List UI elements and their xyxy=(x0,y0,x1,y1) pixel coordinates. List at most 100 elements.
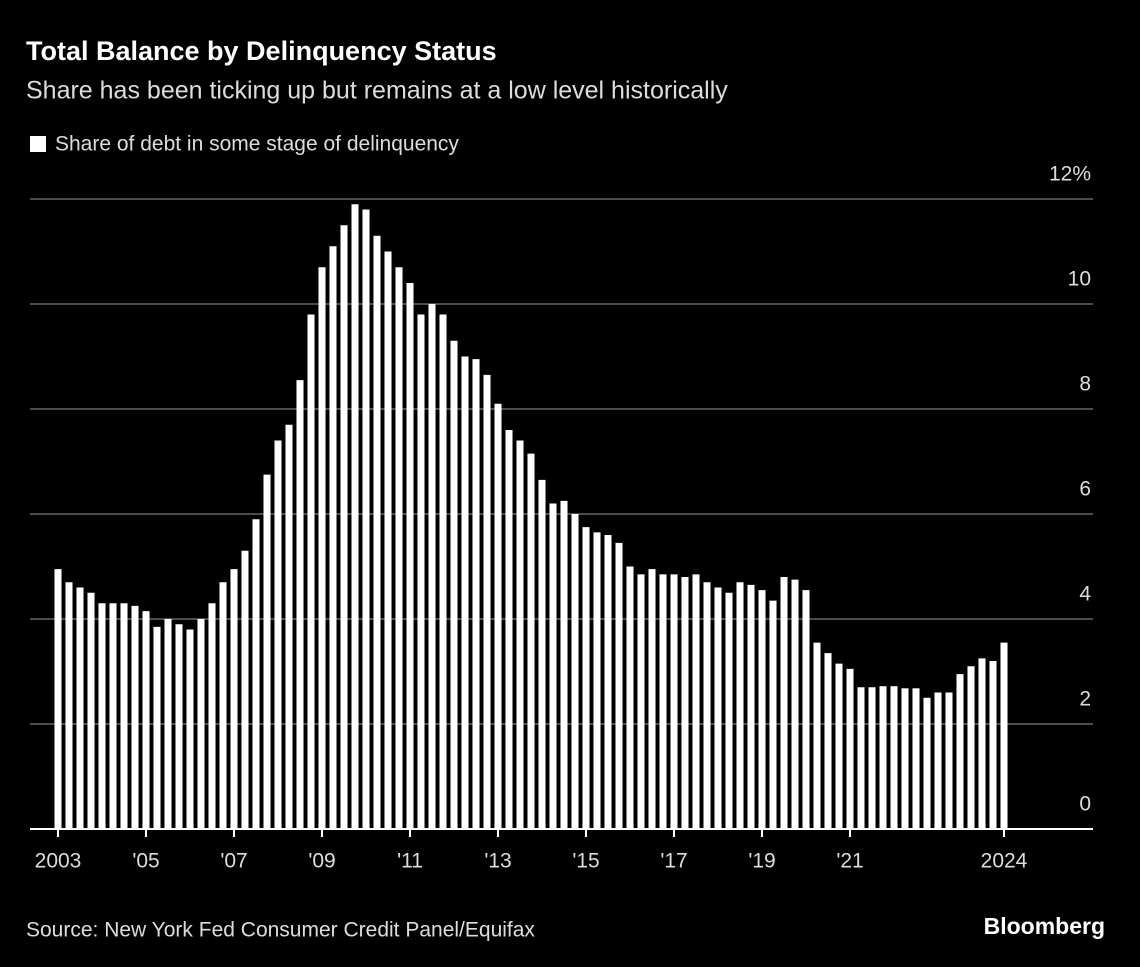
bar xyxy=(879,686,887,829)
bar xyxy=(131,605,139,829)
x-tick-label: '19 xyxy=(748,850,775,873)
bar xyxy=(340,225,348,829)
bar xyxy=(351,204,359,829)
bar xyxy=(318,267,326,829)
bar xyxy=(571,514,579,829)
legend-label: Share of debt in some stage of delinquen… xyxy=(55,133,459,156)
bar xyxy=(230,569,238,829)
bar xyxy=(219,582,227,829)
bar xyxy=(747,584,755,829)
bar xyxy=(483,374,491,829)
bar xyxy=(428,304,436,829)
bar xyxy=(813,642,821,829)
bar xyxy=(846,668,854,829)
y-tick-label: 6 xyxy=(1079,478,1091,501)
bar xyxy=(450,340,458,829)
x-tick-label: 2024 xyxy=(981,850,1028,873)
bar xyxy=(791,579,799,829)
bar xyxy=(615,542,623,829)
bar xyxy=(967,666,975,829)
bar xyxy=(505,430,513,829)
bar xyxy=(923,697,931,829)
y-tick-label: 4 xyxy=(1079,583,1091,606)
x-tick-label: '15 xyxy=(572,850,599,873)
bar xyxy=(582,527,590,829)
bar xyxy=(87,592,95,829)
bar xyxy=(109,603,117,829)
bar xyxy=(241,550,249,829)
bar xyxy=(560,500,568,829)
bar xyxy=(307,314,315,829)
bar xyxy=(769,600,777,829)
bar xyxy=(978,658,986,829)
bar xyxy=(54,569,62,829)
bar xyxy=(373,235,381,829)
bar xyxy=(120,603,128,829)
bar xyxy=(98,603,106,829)
chart-subtitle: Share has been ticking up but remains at… xyxy=(26,77,728,105)
x-tick-label: '13 xyxy=(484,850,511,873)
bar xyxy=(604,535,612,829)
brand: Bloomberg xyxy=(984,913,1105,939)
bar xyxy=(681,577,689,829)
bar xyxy=(384,251,392,829)
bar xyxy=(945,692,953,829)
bar xyxy=(417,314,425,829)
x-tick-label: '09 xyxy=(308,850,335,873)
source: Source: New York Fed Consumer Credit Pan… xyxy=(26,919,535,942)
bar xyxy=(901,688,909,829)
bar xyxy=(142,611,150,829)
bar xyxy=(362,209,370,829)
bar xyxy=(186,629,194,829)
chart-title: Total Balance by Delinquency Status xyxy=(26,36,497,66)
bar xyxy=(208,603,216,829)
bar xyxy=(164,619,172,829)
bar xyxy=(835,663,843,829)
bar xyxy=(252,519,260,829)
bar xyxy=(329,246,337,829)
x-tick-label: '17 xyxy=(660,850,687,873)
x-tick-label: '21 xyxy=(836,850,863,873)
bar xyxy=(65,582,73,829)
bar xyxy=(76,587,84,829)
bar xyxy=(714,587,722,829)
bar xyxy=(549,503,557,829)
bar xyxy=(736,582,744,829)
bar xyxy=(593,532,601,829)
bar xyxy=(527,453,535,829)
bar xyxy=(406,283,414,829)
bar xyxy=(890,686,898,829)
bar xyxy=(934,692,942,829)
x-tick-label: '11 xyxy=(397,850,423,873)
bar xyxy=(857,687,865,829)
bar xyxy=(659,574,667,829)
bar xyxy=(296,380,304,829)
y-tick-label: 8 xyxy=(1079,373,1091,396)
bar xyxy=(516,440,524,829)
bar xyxy=(989,661,997,829)
y-tick-label: 10 xyxy=(1068,268,1091,291)
bar xyxy=(461,356,469,829)
bar xyxy=(285,424,293,829)
x-tick-label: '07 xyxy=(220,850,247,873)
bar xyxy=(472,359,480,829)
bar xyxy=(648,569,656,829)
bar xyxy=(175,624,183,829)
x-tick-label: 2003 xyxy=(35,850,82,873)
bar xyxy=(824,653,832,829)
bar xyxy=(868,687,876,829)
bar xyxy=(274,440,282,829)
bar xyxy=(263,474,271,829)
bar xyxy=(538,479,546,829)
bar xyxy=(780,577,788,829)
bar xyxy=(725,592,733,829)
bar xyxy=(802,590,810,829)
bar xyxy=(395,267,403,829)
bar xyxy=(439,314,447,829)
y-tick-label: 0 xyxy=(1079,793,1091,816)
bar xyxy=(692,574,700,829)
bar xyxy=(758,590,766,829)
bar xyxy=(912,688,920,829)
bar xyxy=(670,574,678,829)
